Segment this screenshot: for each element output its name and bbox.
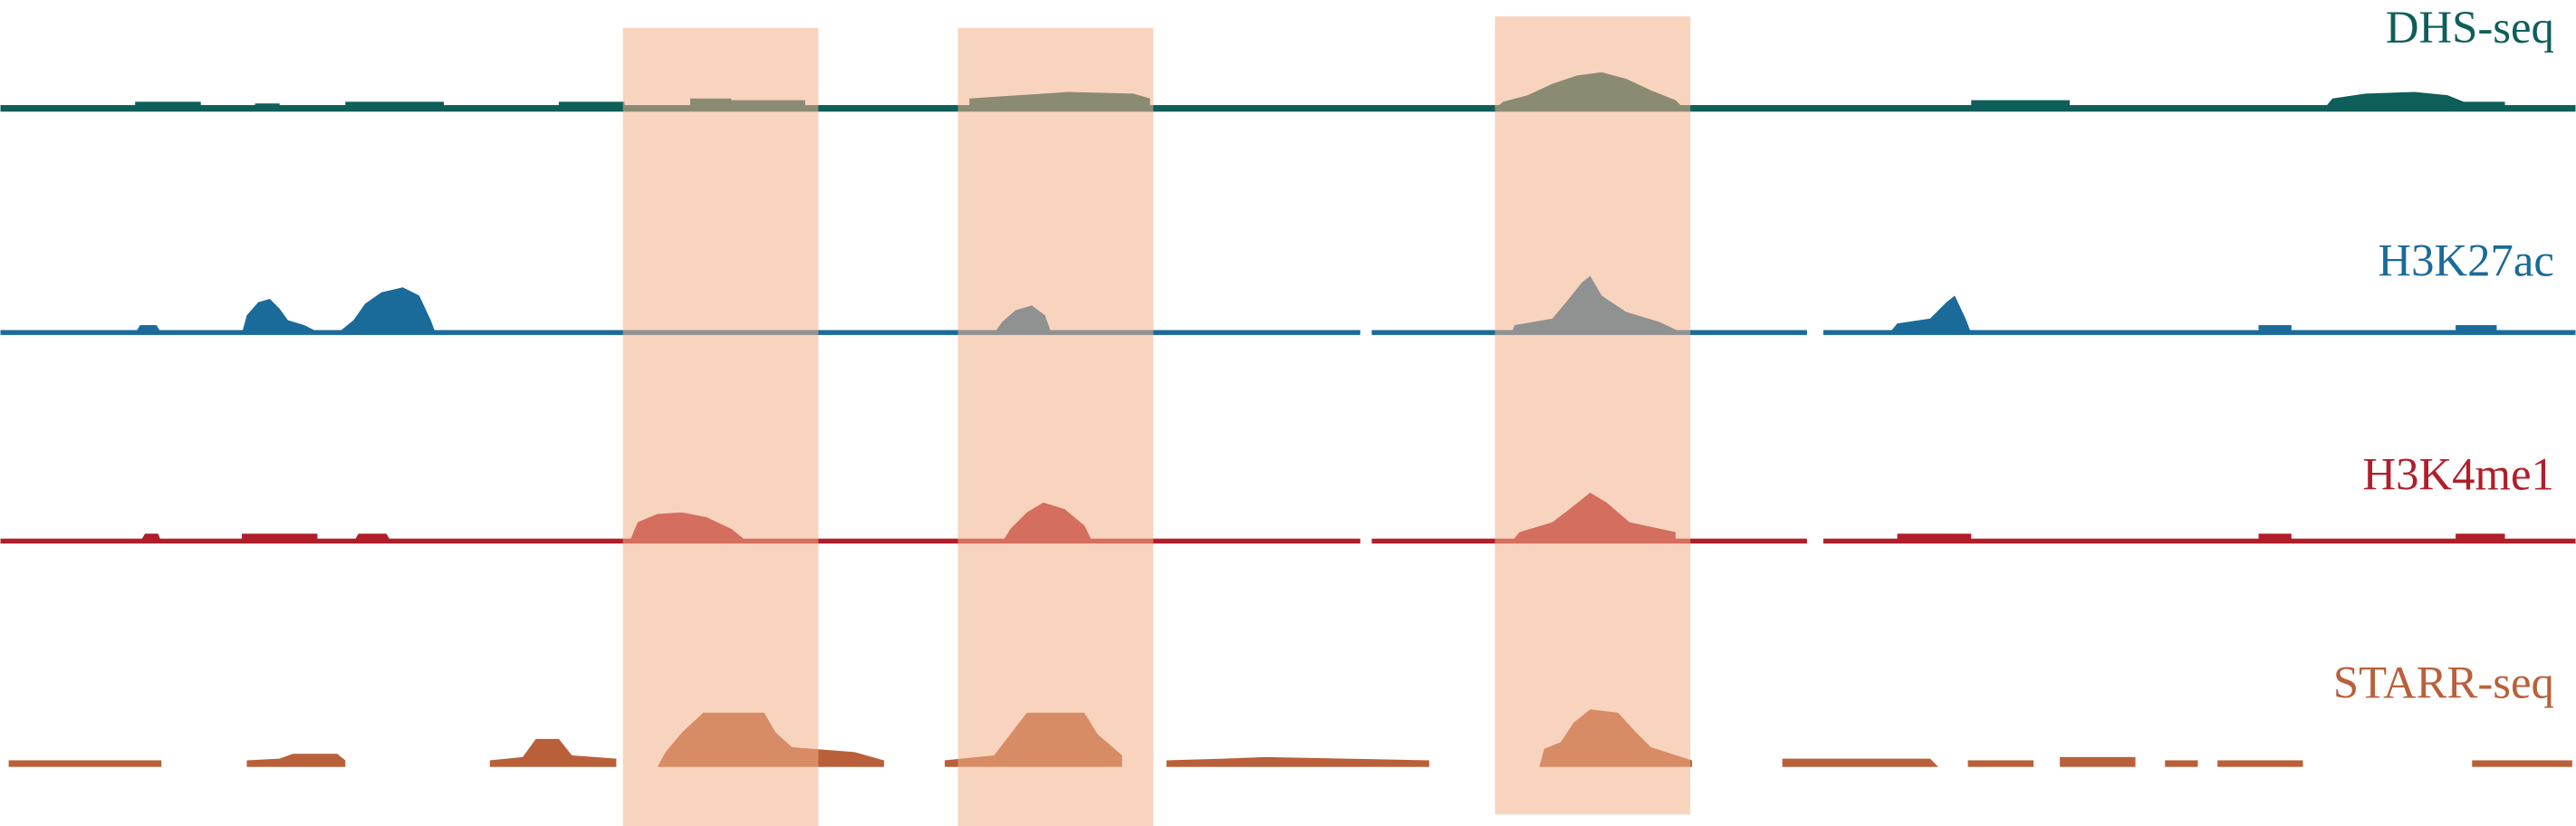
track-label: STARR-seq <box>2333 658 2554 708</box>
track-dhs <box>0 72 2576 112</box>
track-label: DHS-seq <box>2386 2 2554 53</box>
signal <box>1971 100 2071 109</box>
baseline <box>1823 538 2576 544</box>
signal <box>2456 324 2497 334</box>
signal <box>2258 324 2292 334</box>
signal <box>558 101 625 109</box>
track-h3k27ac <box>0 275 2576 335</box>
signal <box>1166 756 1429 767</box>
baseline <box>1823 330 2576 335</box>
signal <box>2217 760 2303 767</box>
track-h3k4me1 <box>0 492 2576 544</box>
signal <box>139 533 162 543</box>
signal <box>8 760 162 767</box>
highlight-box <box>1495 16 1691 815</box>
signal <box>353 533 392 543</box>
track-label: H3K27ac <box>2378 235 2553 286</box>
highlights <box>622 16 1691 826</box>
signal <box>345 101 445 109</box>
signal <box>255 103 280 109</box>
signal <box>489 738 617 767</box>
signal <box>135 101 201 109</box>
highlight-box <box>622 27 819 826</box>
signal <box>1782 758 1938 767</box>
signal <box>246 754 346 767</box>
signal <box>2258 533 2292 543</box>
highlight-box <box>957 27 1154 826</box>
track-label: H3K4me1 <box>2362 448 2553 499</box>
signal <box>1967 760 2034 767</box>
signal <box>337 287 436 334</box>
signal <box>2165 760 2198 767</box>
signal <box>242 298 322 334</box>
signal <box>2324 91 2505 109</box>
signal <box>135 324 162 334</box>
signal <box>242 533 318 543</box>
signal <box>2472 760 2572 767</box>
signal <box>2456 533 2505 543</box>
signal <box>2060 756 2136 767</box>
baseline <box>0 105 2576 112</box>
track-starr <box>8 709 2572 767</box>
signal <box>1889 295 1972 334</box>
signal <box>1897 533 1972 543</box>
